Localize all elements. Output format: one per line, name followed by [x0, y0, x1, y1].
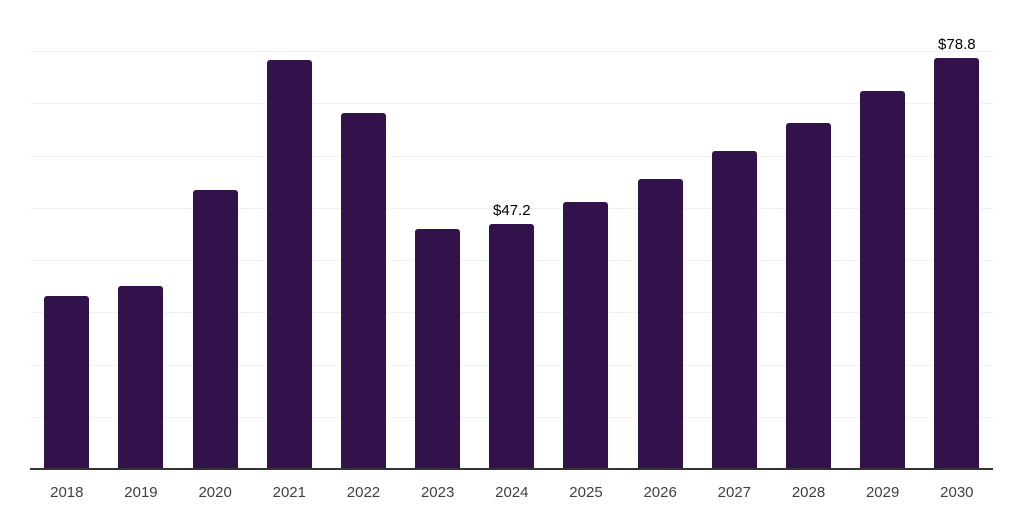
x-axis-label-2027: 2027: [717, 484, 752, 501]
bar-2019: [118, 286, 164, 468]
x-axis-label-2019: 2019: [124, 484, 158, 501]
bar-2028: [786, 123, 831, 468]
bar-2029: [860, 91, 906, 468]
x-axis-label-2024: 2024: [495, 484, 529, 501]
bar-2021: [266, 60, 312, 468]
value-label-2030: $78.8: [938, 36, 976, 53]
x-axis-label-2022: 2022: [346, 484, 381, 501]
bar-2024: [489, 224, 535, 468]
bar-2027: [711, 151, 757, 468]
gridline: [30, 156, 993, 157]
bar-2026: [637, 179, 683, 468]
bar-2022: [340, 113, 386, 468]
x-axis-label-2023: 2023: [420, 484, 455, 501]
bar-2030: [934, 58, 980, 468]
x-axis-label-2021: 2021: [272, 484, 306, 501]
x-axis-label-2020: 2020: [198, 484, 232, 501]
gridline: [30, 103, 993, 104]
bar-2023: [415, 229, 461, 468]
x-axis-label-2028: 2028: [791, 484, 826, 501]
gridline: [30, 208, 993, 209]
x-axis-label-2025: 2025: [569, 484, 603, 501]
plot-area: $47.2 $78.8: [30, 0, 993, 470]
bar-2020: [192, 190, 238, 468]
x-axis-label-2030: 2030: [940, 484, 974, 501]
bar-2018: [44, 296, 90, 468]
x-axis-label-2018: 2018: [50, 484, 84, 501]
gridline: [30, 51, 993, 52]
value-label-2024: $47.2: [493, 202, 531, 219]
bar-2025: [563, 202, 609, 468]
x-axis-label-2029: 2029: [865, 484, 900, 501]
x-axis-label-2026: 2026: [643, 484, 677, 501]
x-axis-line: [30, 468, 993, 470]
